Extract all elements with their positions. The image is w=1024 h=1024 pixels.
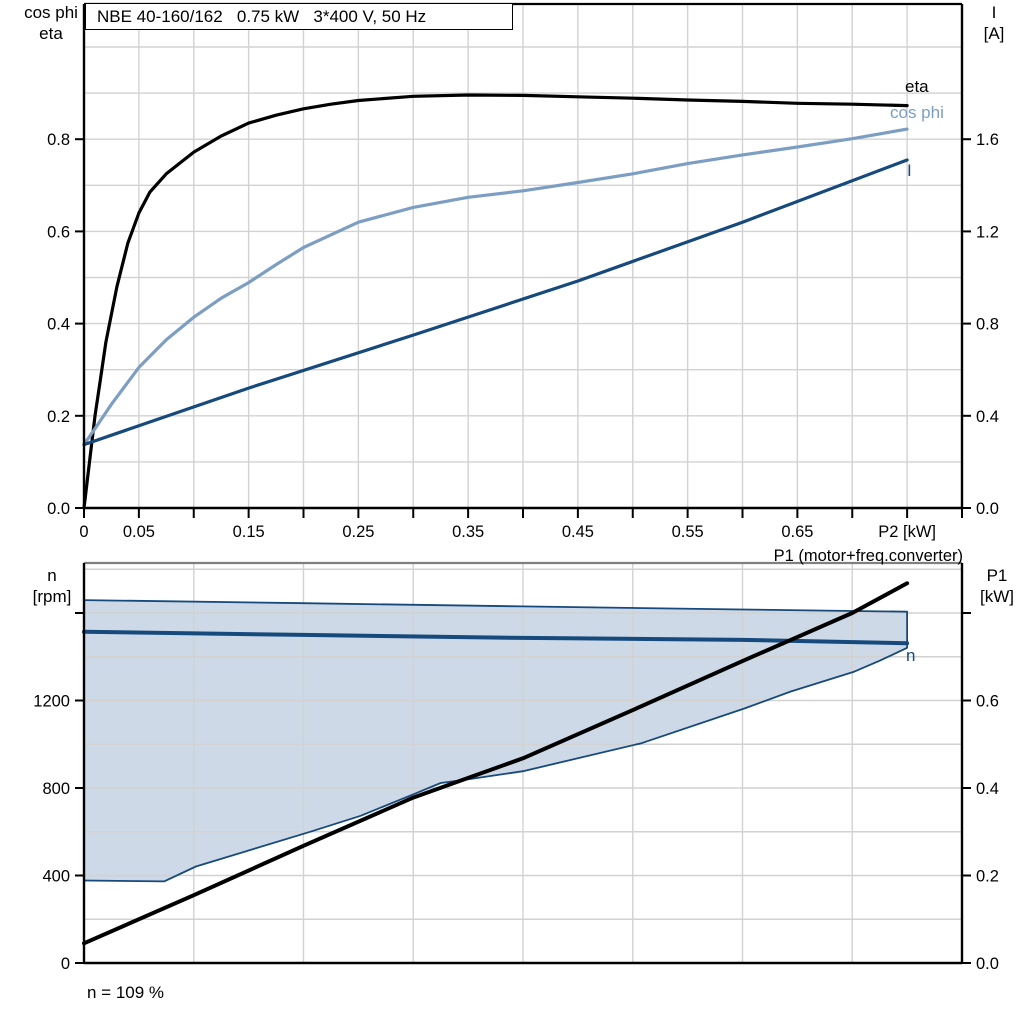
svg-text:0: 0 bbox=[61, 955, 70, 973]
speed-axis-label: n bbox=[47, 566, 57, 585]
rpm-unit-label: [rpm] bbox=[32, 587, 72, 606]
svg-text:0.15: 0.15 bbox=[233, 523, 265, 541]
svg-text:0.0: 0.0 bbox=[976, 955, 999, 973]
cos-phi-curve-label: cos phi bbox=[890, 103, 944, 122]
ampere-unit-label: [A] bbox=[983, 24, 1005, 43]
svg-text:1.6: 1.6 bbox=[976, 131, 999, 149]
eta-curve-label: eta bbox=[905, 77, 929, 96]
pump-title-box: NBE 40-160/162 0.75 kW 3*400 V, 50 Hz bbox=[85, 3, 513, 30]
svg-text:0.8: 0.8 bbox=[47, 131, 70, 149]
svg-text:0.2: 0.2 bbox=[47, 408, 70, 426]
svg-text:800: 800 bbox=[42, 780, 70, 798]
svg-text:0.0: 0.0 bbox=[976, 500, 999, 518]
current-curve-label: I bbox=[907, 161, 912, 180]
svg-text:0.4: 0.4 bbox=[976, 780, 999, 798]
top-right-axis-title: I [A] bbox=[966, 2, 1022, 44]
chart-bottom: 0 400 800 1200 0.0 0.2 0.4 0.6 bbox=[33, 561, 999, 973]
svg-text:P2 [kW]: P2 [kW] bbox=[878, 523, 936, 541]
svg-text:0.65: 0.65 bbox=[781, 523, 813, 541]
svg-text:0.6: 0.6 bbox=[976, 693, 999, 711]
svg-text:0.2: 0.2 bbox=[976, 868, 999, 886]
speed-percentage-annotation: n = 109 % bbox=[87, 983, 165, 1002]
p1-axis-label: P1 bbox=[986, 566, 1008, 585]
svg-text:0.55: 0.55 bbox=[672, 523, 704, 541]
svg-text:0.6: 0.6 bbox=[47, 223, 70, 241]
svg-text:1200: 1200 bbox=[33, 693, 70, 711]
bottom-right-axis-title: P1 [kW] bbox=[970, 565, 1024, 607]
top-left-axis-title: cos phi eta bbox=[8, 2, 94, 44]
p1-curve-label: P1 (motor+freq.converter) bbox=[773, 547, 963, 565]
cos-phi-axis-label: cos phi bbox=[24, 3, 78, 22]
bottom-left-axis-title: n [rpm] bbox=[20, 565, 84, 607]
svg-text:1.2: 1.2 bbox=[976, 223, 999, 241]
kw-unit-label: [kW] bbox=[980, 587, 1014, 606]
svg-text:0.4: 0.4 bbox=[976, 408, 999, 426]
svg-text:0: 0 bbox=[79, 523, 88, 541]
chart-top: 0.0 0.2 0.4 0.6 0.8 0.0 0.4 0.8 1.2 1.6 0 0.05 0.15 0… bbox=[47, 2, 999, 541]
svg-text:0.0: 0.0 bbox=[47, 500, 70, 518]
svg-text:0.4: 0.4 bbox=[47, 316, 70, 334]
svg-text:400: 400 bbox=[42, 868, 70, 886]
eta-axis-label: eta bbox=[39, 24, 63, 43]
svg-text:0.8: 0.8 bbox=[976, 316, 999, 334]
svg-text:0.05: 0.05 bbox=[123, 523, 155, 541]
svg-text:0.35: 0.35 bbox=[452, 523, 484, 541]
svg-text:0.45: 0.45 bbox=[562, 523, 594, 541]
n-curve-label: n bbox=[906, 646, 916, 665]
current-axis-label: I bbox=[991, 3, 997, 22]
svg-text:0.25: 0.25 bbox=[342, 523, 374, 541]
